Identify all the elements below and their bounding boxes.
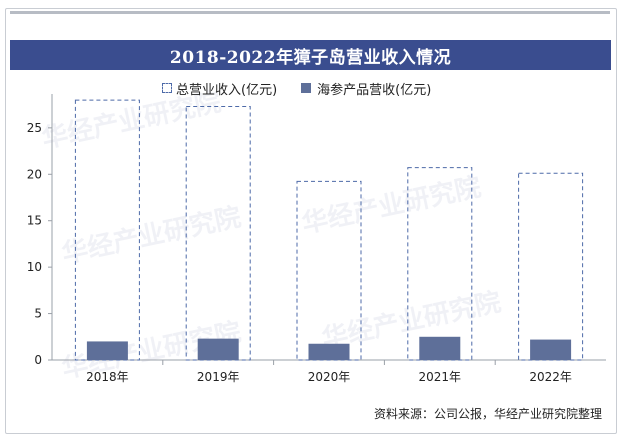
legend-label-seafood: 海参产品营收(亿元) xyxy=(317,82,432,98)
chart-title: 2018-2022年獐子岛营业收入情况 xyxy=(10,40,611,70)
bar-total xyxy=(518,172,584,361)
x-tick-label: 2018年 xyxy=(86,370,129,384)
y-tick-label: 20 xyxy=(27,167,42,181)
legend-item-seafood: 海参产品营收(亿元) xyxy=(301,79,431,98)
source-note: 资料来源：公司公报，华经产业研究院整理 xyxy=(373,407,602,421)
bar-seafood xyxy=(197,338,239,360)
bar-total xyxy=(407,167,473,361)
y-tick-label: 10 xyxy=(27,260,42,274)
x-tick-label: 2022年 xyxy=(529,370,572,384)
x-tick-label: 2021年 xyxy=(419,370,462,384)
legend: 总营业收入(亿元) 海参产品营收(亿元) xyxy=(162,78,455,98)
legend-swatch-seafood xyxy=(301,83,312,93)
y-tick-label: 5 xyxy=(34,307,42,321)
bar-total xyxy=(185,106,251,361)
bar-seafood xyxy=(86,341,128,360)
legend-item-total: 总营业收入(亿元) xyxy=(162,79,277,98)
bar-total xyxy=(296,180,362,361)
chart-frame xyxy=(5,8,617,434)
y-tick-label: 25 xyxy=(27,121,42,135)
bar-seafood xyxy=(419,336,461,360)
legend-swatch-total xyxy=(162,83,172,93)
bar-seafood xyxy=(308,343,350,360)
x-tick-label: 2020年 xyxy=(308,370,351,384)
top-rule xyxy=(10,11,610,14)
bar-seafood xyxy=(530,339,572,360)
legend-label-total: 总营业收入(亿元) xyxy=(176,82,278,98)
y-tick-label: 15 xyxy=(27,214,42,228)
chart-title-text: 2018-2022年獐子岛营业收入情况 xyxy=(169,47,452,68)
bar-total xyxy=(74,99,140,361)
y-tick-label: 0 xyxy=(34,353,42,367)
x-tick-label: 2019年 xyxy=(197,370,240,384)
